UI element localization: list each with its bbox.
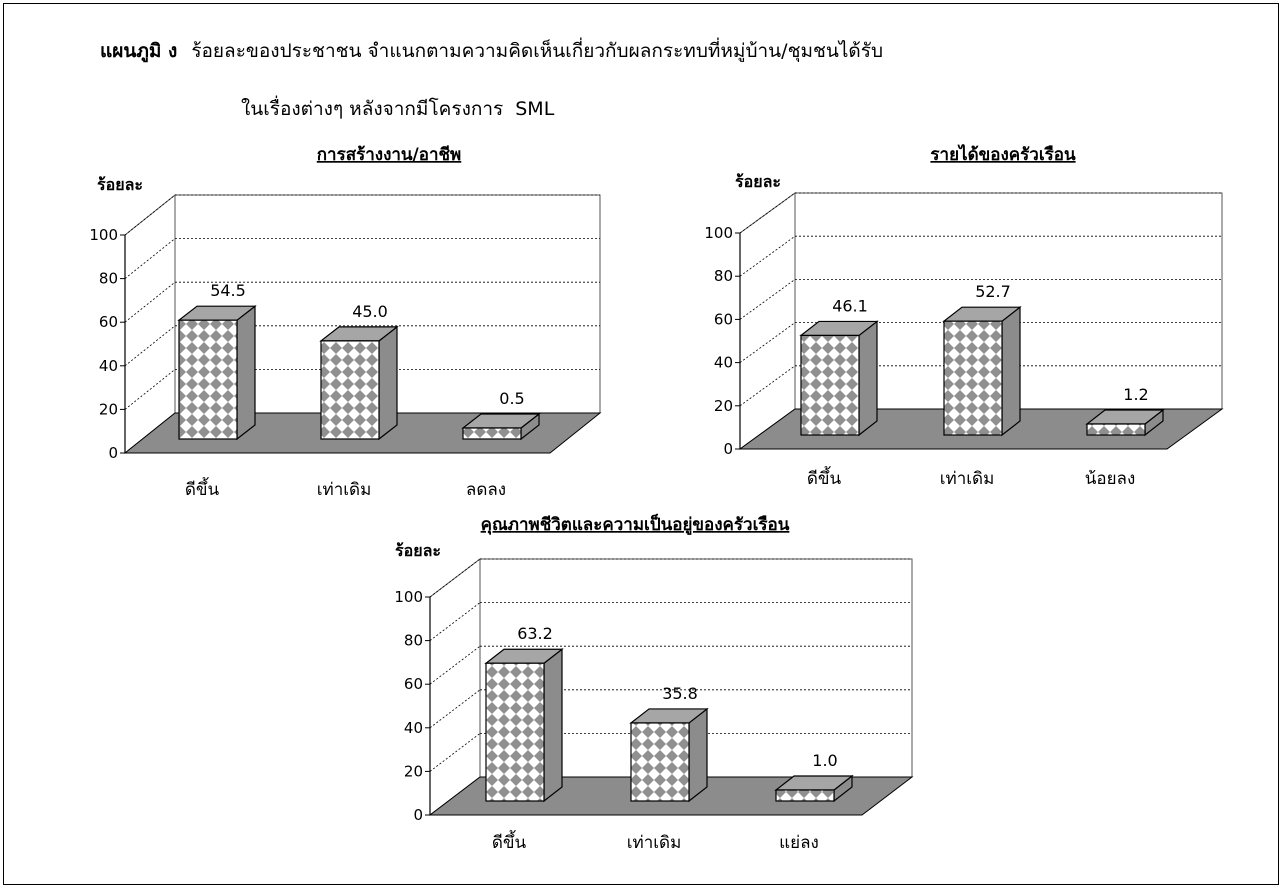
chart-side-wall [124,193,176,455]
category-label: ดีขึ้น [185,477,220,500]
bar-side [378,325,398,441]
category-label: เท่าเดิม [940,469,995,489]
category-label: แย่ลง [779,833,819,853]
chart-title: คุณภาพชีวิตและความเป็นอยู่ของครัวเรือน [481,512,790,536]
chart-title: รายได้ของครัวเรือน [930,144,1076,165]
y-tick-label: 40 [714,354,733,372]
data-label: 54.5 [210,281,246,300]
y-axis-label: ร้อยละ [735,172,781,191]
y-tick-label: 0 [723,440,733,458]
y-axis-label: ร้อยละ [97,175,143,194]
bar-front [630,722,690,802]
chart-side-wall [429,557,481,817]
chart-side-wall [739,192,796,450]
bar-side [1001,305,1021,437]
y-tick-label: 60 [99,313,118,331]
category-label: เท่าเดิม [627,833,682,853]
y-tick-label: 0 [108,444,118,462]
bar-front [943,320,1003,436]
bar-side [858,320,878,437]
y-tick-label: 100 [704,224,733,242]
category-label: ดีขึ้น [492,830,527,853]
bar [319,325,399,441]
y-tick-label: 0 [413,806,423,824]
data-label: 35.8 [662,684,698,703]
y-tick-label: 40 [99,357,118,375]
data-label: 52.7 [975,282,1011,301]
bar-front [1086,423,1146,436]
y-axis-label: ร้อยละ [395,541,441,560]
gridline-diagonal [429,558,481,598]
category-label: ดีขึ้น [807,466,842,489]
gridline-diagonal [429,733,481,772]
category-label: เท่าเดิม [317,480,372,500]
y-tick-label: 60 [714,310,733,328]
data-label: 63.2 [517,624,553,643]
chart-1: 0 20 40 60 80 100 การสร้างงาน/อาชีพร้อยละ 54.5 ด… [89,144,602,500]
bar [799,320,879,437]
figure-caption-line2: ในเรื่องต่างๆ หลังจากมีโครงการ SML [241,94,554,124]
data-label: 46.1 [832,296,868,315]
bar-front [178,319,238,440]
gridline-diagonal [429,602,481,641]
data-label: 0.5 [499,389,524,408]
gridline-diagonal [739,365,796,407]
y-tick-label: 20 [99,400,118,418]
figure-label: แผนภูมิ ง [100,40,178,62]
figure-frame [3,3,1279,885]
gridline-diagonal [124,194,176,236]
bar [1085,408,1165,437]
bar [774,774,854,803]
y-tick-label: 80 [714,267,733,285]
bar-front [800,334,860,436]
y-tick-label: 40 [404,719,423,737]
data-label: 45.0 [352,302,388,321]
gridline-diagonal [739,279,796,320]
y-tick-label: 80 [404,632,423,650]
bar-side [688,707,708,803]
gridline-diagonal [429,645,481,685]
figure-caption-line2-acronym: SML [515,98,555,120]
bar [461,412,541,441]
y-tick-label: 80 [99,270,118,288]
gridline-diagonal [124,369,176,410]
category-label: น้อยลง [1085,469,1136,489]
bar [942,305,1022,437]
gridline-diagonal [124,281,176,323]
bar-front [320,340,380,440]
bar [484,647,564,803]
y-tick-label: 60 [404,675,423,693]
figure-caption-line1: ร้อยละของประชาชน จำแนกตามความคิดเห็นเกี่… [191,40,884,62]
chart-3: 0 20 40 60 80 100 คุณภาพชีวิตและความเป็นอยู่ขอ… [394,512,914,853]
y-tick-label: 20 [404,762,423,780]
figure-heading: แผนภูมิ ง ร้อยละของประชาชน จำแนกตามความคิ… [100,36,883,66]
data-label: 1.0 [812,751,837,770]
bar-side [236,304,256,441]
category-label: ลดลง [466,480,506,500]
bar-side [543,647,563,803]
bar [177,304,257,441]
chart-2: 0 20 40 60 80 100 รายได้ของครัวเรือนร้อยละ 46.1… [704,144,1224,489]
gridline-diagonal [739,235,796,277]
bar-front [775,789,835,802]
gridline-diagonal [124,238,176,279]
gridline-diagonal [429,689,481,729]
chart-title: การสร้างงาน/อาชีพ [317,144,462,165]
gridline-diagonal [739,322,796,363]
data-label: 1.2 [1123,385,1148,404]
y-tick-label: 100 [89,226,118,244]
y-tick-label: 20 [714,397,733,415]
gridline-diagonal [124,325,176,367]
gridline-diagonal [739,192,796,234]
bar [629,707,709,803]
y-tick-label: 100 [394,588,423,606]
bar-front [462,427,522,440]
bar-front [485,662,545,802]
figure-caption-line2-text: ในเรื่องต่างๆ หลังจากมีโครงการ [241,98,504,120]
